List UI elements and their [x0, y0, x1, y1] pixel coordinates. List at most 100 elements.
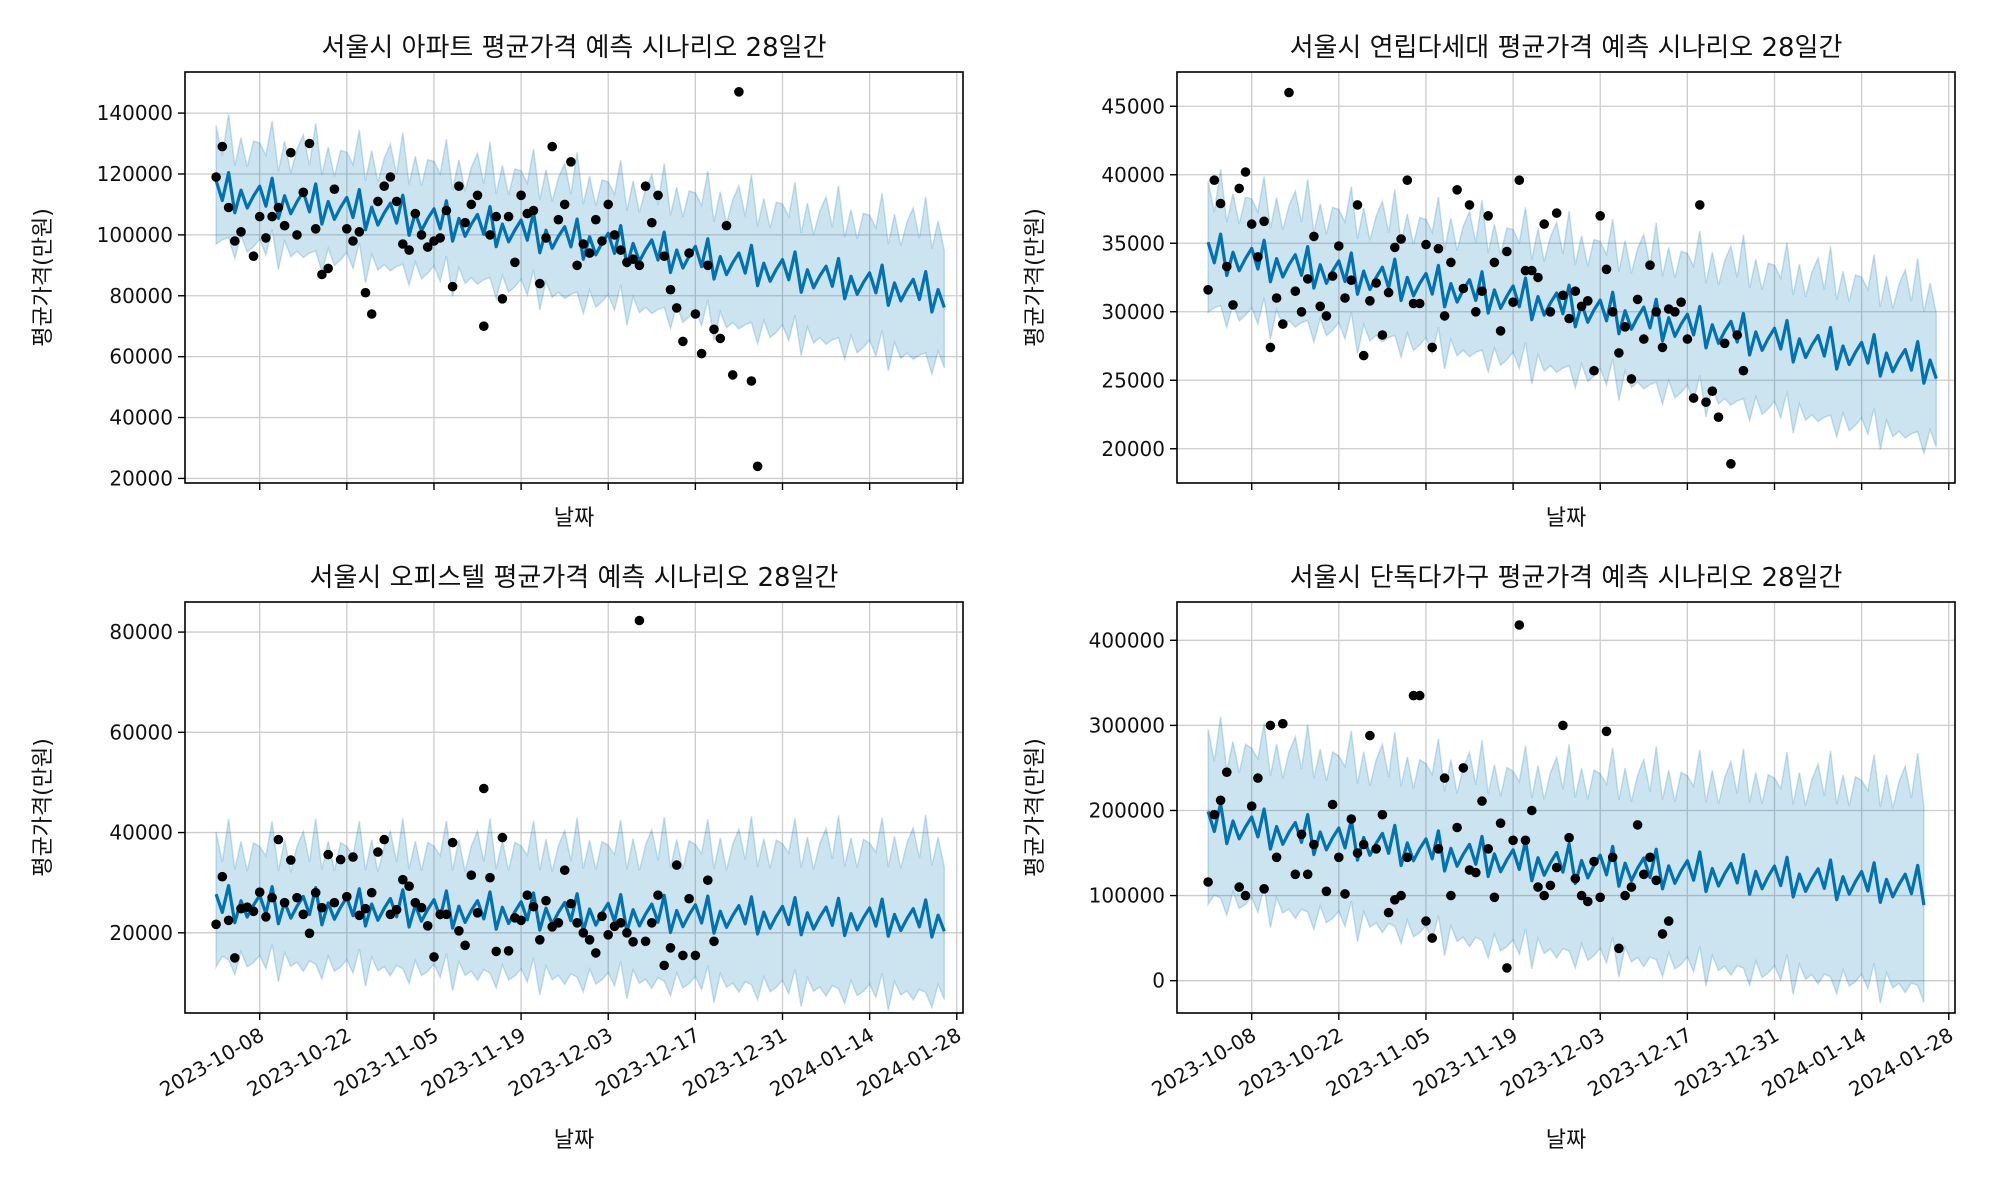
data-point: [703, 260, 713, 271]
data-point: [1309, 839, 1319, 850]
data-point: [1570, 286, 1581, 297]
data-point: [1495, 326, 1506, 336]
data-point: [1458, 283, 1469, 294]
data-point: [1246, 219, 1257, 229]
data-point: [1358, 350, 1369, 361]
data-point: [665, 284, 676, 295]
data-point: [1259, 884, 1269, 894]
data-point: [1477, 796, 1487, 806]
y-tick-label: 80000: [109, 284, 173, 308]
data-point: [1626, 882, 1637, 892]
y-tick-label: 400000: [1089, 628, 1165, 652]
data-point: [298, 187, 309, 198]
data-point: [1545, 307, 1556, 317]
data-point: [1607, 307, 1618, 317]
y-tick-label: 300000: [1089, 713, 1165, 737]
data-point: [491, 211, 502, 222]
data-point: [323, 263, 334, 274]
data-point: [273, 202, 284, 213]
data-point: [211, 919, 221, 930]
subplot-title: 서울시 아파트 평균가격 예측 시나리오 28일간: [322, 33, 827, 63]
data-point: [230, 953, 240, 963]
data-point: [398, 239, 408, 249]
x-axis-label: 날짜: [1546, 506, 1586, 531]
data-point: [261, 233, 271, 243]
subplot-4: 01000002000003000004000002023-10-082023-…: [1023, 563, 1957, 1153]
data-point: [1228, 300, 1238, 310]
data-point: [342, 224, 352, 234]
y-tick-label: 100000: [1089, 884, 1165, 908]
data-point: [1284, 87, 1294, 98]
data-point: [653, 890, 663, 900]
data-point: [541, 895, 551, 906]
data-point: [422, 242, 433, 252]
subplot-title: 서울시 오피스텔 평균가격 예측 시나리오 28일간: [310, 563, 839, 593]
data-point: [1290, 869, 1301, 880]
data-point: [1632, 294, 1643, 305]
data-point: [503, 946, 514, 956]
data-point: [684, 893, 694, 904]
data-point: [615, 245, 626, 255]
data-point: [1651, 875, 1661, 886]
data-point: [404, 881, 414, 891]
data-point: [1234, 183, 1244, 194]
data-point: [696, 348, 707, 359]
data-point: [1203, 877, 1213, 887]
data-point: [1302, 274, 1313, 284]
data-point: [1695, 200, 1705, 210]
data-point: [1508, 835, 1518, 846]
data-point: [348, 852, 358, 862]
y-tick-label: 20000: [109, 466, 173, 490]
data-point: [1446, 890, 1456, 901]
data-point: [535, 935, 545, 945]
data-point: [466, 870, 477, 880]
data-point: [279, 220, 290, 231]
data-point: [1246, 801, 1257, 811]
y-tick-label: 20000: [1101, 437, 1165, 461]
data-point: [1719, 338, 1730, 349]
data-point: [1253, 773, 1263, 783]
data-point: [1589, 856, 1599, 867]
data-point: [1365, 296, 1375, 306]
data-point: [1253, 252, 1263, 262]
data-point: [261, 912, 271, 922]
data-point: [1346, 814, 1357, 824]
y-axis-label: 평균가격(만원): [1023, 738, 1048, 877]
data-point: [653, 190, 663, 201]
data-point: [460, 217, 470, 228]
data-point: [479, 321, 489, 332]
data-point: [1265, 342, 1276, 353]
data-point: [230, 236, 240, 246]
data-point: [329, 897, 340, 908]
data-point: [1589, 365, 1599, 376]
data-point: [217, 871, 228, 882]
data-point: [1402, 852, 1413, 863]
data-point: [373, 196, 383, 207]
data-point: [510, 257, 520, 268]
data-point: [1446, 257, 1456, 268]
plot-area: [185, 72, 963, 483]
data-point: [279, 897, 290, 908]
data-point: [1321, 311, 1332, 321]
data-point: [528, 205, 539, 216]
data-point: [1495, 818, 1506, 828]
data-point: [1259, 216, 1269, 227]
data-point: [591, 948, 601, 958]
data-point: [211, 172, 221, 182]
data-point: [553, 214, 564, 225]
data-point: [1433, 243, 1444, 254]
data-point: [1452, 822, 1462, 833]
data-point: [354, 910, 365, 921]
data-point: [435, 233, 446, 243]
data-point: [485, 230, 495, 240]
data-point: [267, 211, 277, 222]
data-point: [1464, 200, 1475, 210]
y-tick-label: 40000: [109, 821, 173, 845]
y-tick-label: 40000: [1101, 163, 1165, 187]
data-point: [1651, 307, 1661, 317]
data-point: [1271, 293, 1282, 303]
data-point: [286, 855, 296, 865]
data-point: [1564, 832, 1574, 843]
data-point: [709, 936, 719, 947]
